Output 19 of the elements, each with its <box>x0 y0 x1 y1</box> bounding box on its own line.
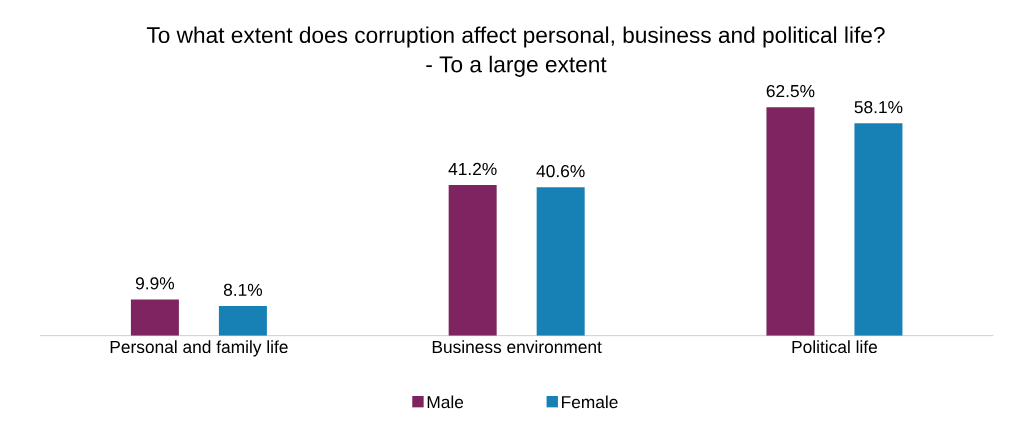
chart-subtitle: - To a large extent <box>426 55 607 77</box>
legend-label: Male <box>427 395 464 409</box>
x-tick-label: Personal and family life <box>110 340 288 357</box>
data-label: 9.9% <box>135 277 175 290</box>
bar <box>536 187 585 336</box>
data-label: 8.1% <box>223 283 263 297</box>
data-label: 58.1% <box>854 101 903 114</box>
bar <box>766 107 815 336</box>
bar <box>854 123 903 336</box>
data-label: 62.5% <box>766 84 815 98</box>
legend-label: Female <box>562 395 618 409</box>
bar <box>130 299 179 336</box>
data-label: 40.6% <box>536 164 585 178</box>
bar <box>448 185 497 336</box>
bar <box>218 306 267 336</box>
data-label: 41.2% <box>448 162 497 176</box>
x-tick-label: Business environment <box>432 340 602 354</box>
chart-title: To what extent does corruption affect personal, business and political life? <box>146 26 885 48</box>
x-tick-label: Political life <box>792 340 877 354</box>
